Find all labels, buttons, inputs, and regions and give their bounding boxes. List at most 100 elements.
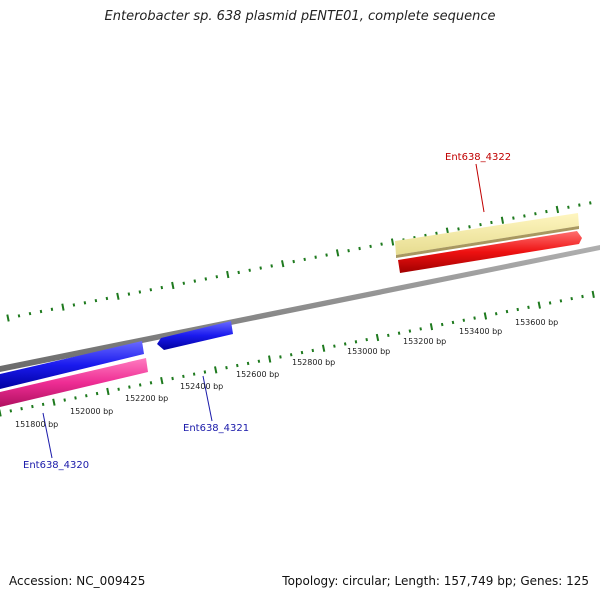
- scale-label: 152400 bp: [180, 382, 223, 391]
- scale-labels: 151800 bp 152000 bp 152200 bp 152400 bp …: [15, 318, 558, 429]
- gene-label-ent638-4322[interactable]: Ent638_4322: [445, 152, 511, 163]
- minor-tick: [236, 363, 239, 368]
- minor-tick: [50, 307, 54, 311]
- minor-tick: [581, 294, 584, 299]
- minor-tick: [149, 288, 153, 292]
- minor-tick: [39, 309, 43, 314]
- minor-tick: [182, 281, 186, 285]
- minor-tick: [440, 322, 444, 327]
- gene-ent638-4320-forward[interactable]: [0, 341, 144, 389]
- major-tick: [591, 290, 595, 298]
- minor-tick: [567, 205, 570, 209]
- minor-tick: [203, 370, 207, 374]
- scale-label: 153000 bp: [347, 347, 390, 356]
- minor-tick: [138, 383, 142, 387]
- minor-tick: [95, 391, 99, 396]
- minor-tick: [270, 264, 273, 268]
- minor-tick: [72, 303, 76, 307]
- inner-tick-ring: [0, 290, 595, 417]
- scale-label: 152200 bp: [125, 394, 168, 403]
- major-tick: [483, 312, 488, 320]
- minor-tick: [85, 394, 88, 398]
- minor-tick: [300, 350, 304, 355]
- minor-tick: [259, 266, 262, 270]
- major-tick: [268, 355, 272, 363]
- minor-tick: [215, 275, 219, 279]
- scale-label: 151800 bp: [15, 420, 58, 429]
- major-tick: [214, 366, 218, 374]
- minor-tick: [494, 312, 498, 316]
- minor-tick: [354, 340, 358, 344]
- major-tick: [537, 301, 541, 309]
- minor-tick: [505, 309, 509, 314]
- minor-tick: [457, 227, 460, 231]
- highlight-band-edge: [396, 226, 579, 258]
- major-tick: [116, 292, 120, 300]
- minor-tick: [20, 407, 23, 411]
- gene-ent638-4321[interactable]: [157, 321, 233, 350]
- label-leader-4322: [475, 163, 485, 213]
- major-tick: [390, 238, 395, 246]
- minor-tick: [512, 216, 515, 220]
- map-title: Enterobacter sp. 638 plasmid pENTE01, co…: [104, 9, 496, 24]
- minor-tick: [523, 214, 526, 218]
- minor-tick: [182, 374, 185, 379]
- minor-tick: [74, 396, 77, 400]
- major-tick: [429, 323, 434, 331]
- minor-tick: [347, 249, 350, 253]
- major-tick: [226, 270, 230, 279]
- minor-tick: [128, 385, 131, 389]
- minor-tick: [246, 361, 250, 366]
- minor-tick: [63, 398, 66, 402]
- minor-tick: [41, 402, 45, 406]
- minor-tick: [365, 337, 368, 342]
- major-tick: [6, 314, 10, 322]
- scale-label: 153400 bp: [459, 327, 502, 336]
- minor-tick: [490, 220, 493, 225]
- minor-tick: [28, 311, 32, 316]
- label-leader-4320: [42, 412, 53, 459]
- outer-tick-ring: [6, 201, 592, 322]
- minor-tick: [343, 342, 347, 346]
- minor-tick: [83, 301, 87, 305]
- minor-tick: [193, 279, 197, 283]
- major-tick: [171, 281, 175, 290]
- minor-tick: [435, 231, 438, 235]
- scale-label: 152800 bp: [292, 358, 335, 367]
- minor-tick: [358, 246, 361, 251]
- minor-tick: [149, 381, 153, 385]
- gene-label-ent638-4321[interactable]: Ent638_4321: [183, 423, 249, 434]
- minor-tick: [257, 359, 261, 363]
- highlight-band: [395, 213, 579, 255]
- minor-tick: [171, 376, 174, 381]
- minor-tick: [527, 305, 530, 309]
- gene-ent638-4320[interactable]: [0, 358, 148, 407]
- major-tick: [0, 409, 2, 417]
- minor-tick: [303, 257, 306, 262]
- minor-tick: [160, 285, 164, 290]
- scale-label: 153200 bp: [403, 337, 446, 346]
- major-tick: [335, 249, 340, 257]
- minor-tick: [589, 201, 592, 205]
- major-tick: [375, 333, 380, 342]
- gene-label-ent638-4320[interactable]: Ent638_4320: [23, 460, 89, 471]
- minor-tick: [473, 316, 476, 320]
- major-tick: [281, 260, 285, 268]
- minor-tick: [570, 296, 573, 301]
- major-tick: [61, 303, 65, 311]
- minor-tick: [380, 242, 383, 246]
- label-leader-4321: [202, 375, 213, 422]
- minor-tick: [279, 355, 282, 359]
- gene-ent638-4322[interactable]: [398, 231, 582, 273]
- minor-tick: [451, 320, 455, 325]
- major-tick: [555, 205, 560, 214]
- minor-tick: [419, 327, 422, 331]
- minor-tick: [17, 314, 21, 318]
- minor-tick: [105, 296, 109, 301]
- topology-summary: Topology: circular; Length: 157,749 bp; …: [282, 574, 589, 588]
- minor-tick: [387, 333, 390, 338]
- major-tick: [52, 398, 56, 406]
- minor-tick: [289, 353, 293, 357]
- minor-tick: [548, 301, 552, 305]
